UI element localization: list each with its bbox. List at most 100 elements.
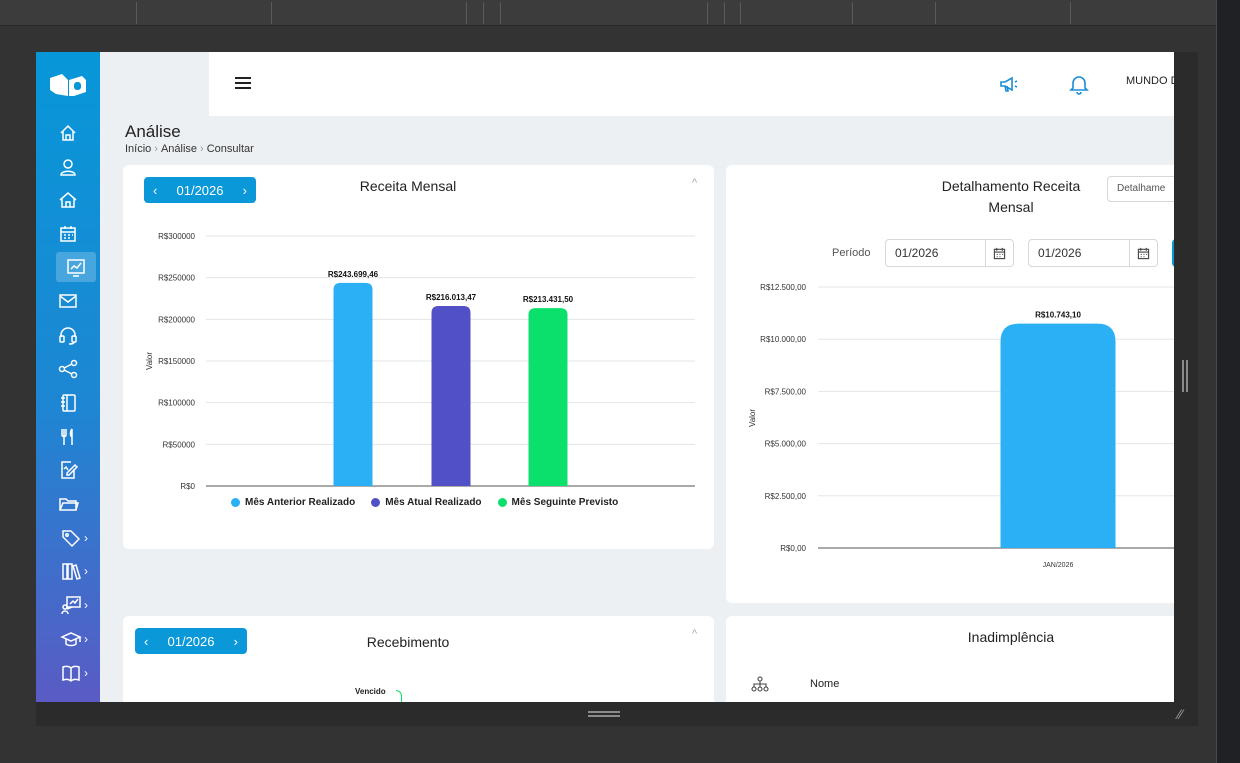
y-tick-label: R$2.500,00 — [765, 492, 807, 501]
browser-toolbar-strip — [0, 0, 1216, 26]
legend-item[interactable]: Mês Atual Realizado — [371, 497, 482, 508]
chevron-right-icon: › — [200, 143, 204, 155]
receita-mensal-card: ‹ 01/2026 › Receita Mensal ^ R$0 R$50000 R… — [123, 165, 714, 549]
divider — [500, 2, 501, 24]
tag-icon — [62, 530, 81, 548]
divider — [466, 2, 467, 24]
breadcrumb-item[interactable]: Início — [125, 143, 152, 155]
hierarchy-icon — [751, 676, 769, 692]
period-navigator: ‹ 01/2026 › — [135, 628, 247, 654]
sidebar-item[interactable] — [36, 219, 100, 249]
collapse-icon[interactable]: ^ — [692, 628, 698, 640]
data-label: R$243.699,46 — [328, 270, 379, 279]
divider — [1070, 2, 1071, 24]
card-title-line: Detalhamento Receita — [941, 178, 1081, 194]
sidebar-item[interactable]: › — [42, 556, 106, 586]
search-button[interactable] — [1172, 239, 1174, 267]
graduation-cap-icon — [60, 632, 82, 647]
divider — [136, 2, 137, 24]
breadcrumb-item: Consultar — [206, 143, 254, 155]
sidebar-item[interactable] — [36, 320, 100, 350]
legend-marker — [497, 498, 507, 507]
megaphone-icon[interactable] — [997, 72, 1021, 96]
sidebar-item[interactable]: › — [42, 624, 106, 654]
sidebar-item[interactable] — [36, 118, 100, 148]
bar — [431, 305, 471, 486]
chevron-right-icon[interactable]: › — [233, 633, 238, 649]
divider — [740, 2, 741, 24]
bar — [1000, 323, 1116, 548]
sidebar-item[interactable] — [36, 489, 100, 519]
legend-label: Mês Seguinte Previsto — [511, 497, 619, 508]
legend-marker — [231, 498, 240, 507]
y-tick-label: R$100000 — [158, 399, 195, 408]
sidebar-item[interactable] — [36, 422, 100, 452]
date-from-field[interactable]: 01/2026 — [885, 239, 1014, 267]
y-tick-label: R$0,00 — [780, 544, 806, 553]
user-name[interactable]: MUNDO D — [1126, 75, 1174, 87]
corner-resize-icon[interactable]: ⁄⁄ — [1178, 706, 1183, 722]
presentation-icon — [61, 596, 81, 615]
chevron-right-icon[interactable]: › — [242, 182, 247, 198]
legend-item[interactable]: Mês Seguinte Previsto — [497, 497, 619, 508]
calendar-icon[interactable] — [1129, 240, 1157, 266]
notebook-icon — [61, 394, 76, 412]
resize-handle-right[interactable] — [1174, 52, 1198, 702]
y-tick-label: R$300000 — [158, 232, 195, 241]
sidebar-item[interactable] — [56, 252, 96, 282]
sidebar-item[interactable] — [36, 455, 100, 485]
sidebar-item[interactable] — [36, 185, 100, 215]
restaurant-icon — [61, 428, 73, 445]
chevron-left-icon[interactable]: ‹ — [153, 182, 158, 198]
breadcrumb-item[interactable]: Análise — [160, 143, 198, 155]
calendar-icon[interactable] — [985, 240, 1013, 266]
card-title: Inadimplência — [967, 629, 1055, 645]
legend-label: Mês Atual Realizado — [385, 497, 482, 508]
sidebar: › › › › › — [36, 52, 100, 702]
bell-icon[interactable] — [1067, 72, 1091, 96]
sidebar-item[interactable] — [36, 286, 100, 316]
devtools-panel[interactable] — [1216, 0, 1240, 763]
chevron-left-icon[interactable]: ‹ — [144, 633, 149, 649]
column-header-nome[interactable]: Nome — [810, 678, 840, 690]
hamburger-menu-icon[interactable] — [235, 77, 251, 89]
legend-item[interactable]: Mês Anterior Realizado — [231, 497, 355, 508]
data-label: R$216.013,47 — [426, 293, 477, 302]
divider — [724, 2, 725, 24]
top-bar: MUNDO D — [209, 52, 1174, 116]
sidebar-item[interactable]: › — [42, 590, 106, 620]
divider — [707, 2, 708, 24]
house-icon — [59, 192, 77, 208]
chevron-right-icon: › — [84, 564, 88, 578]
divider — [271, 2, 272, 24]
chevron-right-icon: › — [84, 666, 88, 680]
chevron-right-icon: › — [84, 531, 88, 545]
home-icon — [60, 124, 76, 141]
collapse-icon[interactable]: ^ — [692, 177, 698, 189]
chevron-right-icon: › — [154, 143, 158, 155]
period-value: 01/2026 — [167, 633, 215, 649]
sidebar-item[interactable] — [36, 354, 100, 384]
sidebar-item[interactable] — [36, 152, 100, 182]
sidebar-item[interactable]: › — [42, 658, 106, 688]
library-icon — [62, 563, 81, 580]
detalhamento-select[interactable]: Detalhame — [1107, 176, 1174, 202]
chart-label: Vencido — [355, 687, 386, 696]
resize-handle-bottom[interactable] — [36, 702, 1198, 726]
date-to-field[interactable]: 01/2026 — [1028, 239, 1158, 267]
legend-marker — [371, 498, 381, 507]
card-title: Recebimento — [366, 634, 450, 650]
detalhamento-card: Detalhamento Receita Mensal Detalhame Pe… — [726, 165, 1174, 603]
share-icon — [58, 359, 78, 379]
period-label: Período — [832, 247, 871, 259]
chart-legend: Mês Anterior Realizado Mês Atual Realizad… — [231, 497, 618, 508]
detalhamento-chart: R$0,00 R$2.500,00 R$5.000,00 R$7.500,00 R$10… — [748, 283, 1174, 569]
y-tick-label: R$12.500,00 — [760, 283, 806, 292]
y-tick-label: R$200000 — [158, 315, 195, 324]
sidebar-item[interactable] — [36, 388, 100, 418]
receita-mensal-chart: R$0 R$50000 R$100000 R$150000 R$200000 R$2500… — [145, 232, 695, 491]
y-tick-label: R$0 — [180, 482, 195, 491]
data-label: R$213.431,50 — [523, 295, 574, 304]
sidebar-item[interactable]: › — [42, 523, 106, 553]
chevron-right-icon: › — [84, 598, 88, 612]
